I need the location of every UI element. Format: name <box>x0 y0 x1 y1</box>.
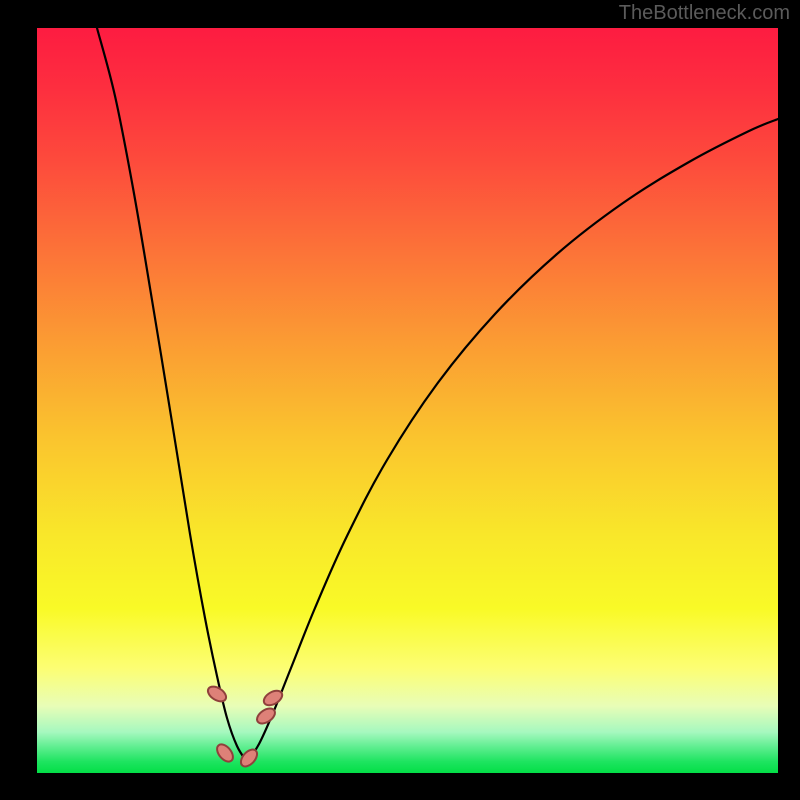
gradient-background <box>37 28 778 773</box>
bottleneck-chart <box>0 0 800 800</box>
chart-stage: TheBottleneck.com <box>0 0 800 800</box>
watermark-text: TheBottleneck.com <box>619 2 790 25</box>
plot-area <box>37 28 778 773</box>
